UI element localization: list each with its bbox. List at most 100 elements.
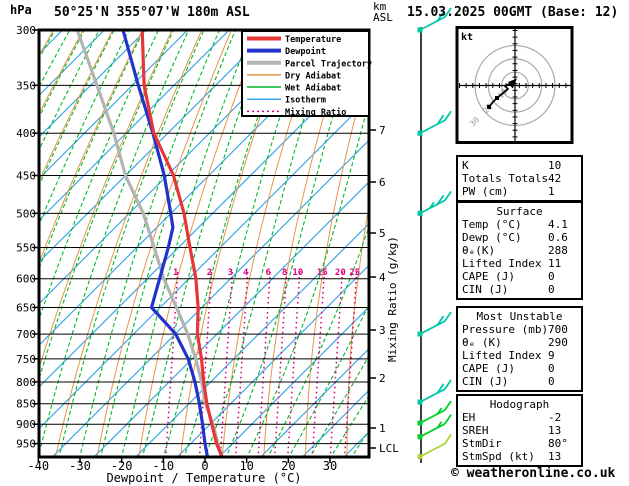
mixing-ratio-label: 3: [228, 268, 233, 278]
pressure-tick-label: 950: [16, 438, 36, 451]
mixing-ratio-axis-label: Mixing Ratio (g/kg): [386, 236, 399, 362]
panel-row-label: EH: [462, 411, 476, 424]
temperature-tick-label: 0: [201, 459, 208, 473]
panel-row: Lifted Index 9: [458, 349, 581, 362]
dry-adiabat-line: [39, 30, 84, 115]
panel-row-label: CAPE (J): [462, 362, 515, 375]
panel-row-value: -2: [548, 411, 562, 424]
panel-row-value: 0: [548, 270, 555, 283]
hodograph-trace-marker: [495, 96, 500, 101]
isotherm-line: [39, 30, 189, 180]
panel-row-label: CIN (J): [462, 283, 509, 296]
x-axis-title: Dewpoint / Temperature (°C): [106, 471, 302, 485]
wind-barb: [417, 434, 452, 460]
isotherm-line: [39, 30, 147, 138]
wind-barb-feather: [444, 190, 452, 201]
panel-row: CAPE (J) 0: [458, 270, 581, 283]
wind-barb-staff: [419, 442, 446, 458]
altitude-unit-km: km: [373, 0, 387, 13]
wet-adiabat-line: [39, 30, 86, 119]
panel-row-value: 288: [548, 244, 568, 257]
mixing-ratio-line: [273, 271, 288, 457]
isotherm-line: [176, 264, 369, 457]
wind-barb-staff: [419, 16, 446, 31]
wind-barb-half-feather: [429, 201, 435, 209]
panel-row: θₑ (K) 290: [458, 336, 581, 349]
pressure-tick-label: 800: [16, 376, 36, 389]
wet-adiabat-line: [39, 30, 190, 457]
temperature-axis: -40 -30 -20 -10 0 10 20 30: [27, 458, 337, 473]
wind-barb-feather: [444, 414, 452, 425]
panel-row: Totals Totals 42: [458, 172, 581, 185]
pressure-tick-label: 500: [16, 207, 36, 220]
panel-row: CIN (J) 0: [458, 283, 581, 296]
km-tick-label: 3: [379, 324, 386, 337]
altitude-axis: 7 6 5 4 3 2 1 LCL: [369, 124, 399, 455]
dry-adiabat-line: [39, 30, 114, 183]
dry-adiabat-line: [138, 30, 262, 457]
wet-adiabat-line: [39, 30, 145, 271]
panel-row: CIN (J) 0: [458, 375, 581, 388]
wind-barb-feather: [436, 383, 445, 394]
mixing-ratio-label: 8: [282, 268, 287, 278]
panel-row: SREH 13: [458, 424, 581, 437]
panel-header: Hodograph: [489, 398, 550, 411]
wet-adiabat-line: [120, 30, 253, 457]
isotherm-line: [218, 306, 369, 457]
legend-item-label: Parcel Trajectory: [285, 58, 372, 69]
temperature-tick-label: 30: [323, 459, 337, 473]
panel-row-label: Dewp (°C): [462, 231, 522, 244]
pressure-tick-label: 300: [16, 24, 36, 37]
pressure-tick-label: 650: [16, 301, 36, 314]
mixing-ratio-line: [234, 271, 249, 457]
wind-barb-feather: [436, 315, 445, 326]
legend-item-label: Temperature: [285, 35, 341, 45]
wind-barb-feather: [436, 114, 445, 125]
wind-barb-half-feather: [436, 421, 443, 429]
wet-adiabat-line: [79, 30, 221, 457]
panel-row-value: 11: [548, 257, 562, 270]
temperature-tick-label: -10: [152, 459, 174, 473]
wind-barb-feather: [444, 400, 452, 411]
panel-row-value: 4.1: [548, 218, 568, 231]
km-tick-label: 1: [379, 422, 386, 435]
wind-barb-feather: [444, 434, 452, 445]
hodograph-unit-label: kt: [461, 32, 473, 43]
panel-row: Pressure (mb) 700: [458, 323, 581, 336]
stats-panel: Most Unstable Pressure (mb) 700 θₑ (K) 290 Li…: [456, 306, 583, 392]
panel-row-value: 42: [548, 172, 562, 185]
mixing-ratio-label: 20: [335, 268, 346, 278]
hodograph: kt102030: [455, 26, 574, 144]
panel-row-label: Lifted Index: [462, 257, 542, 270]
panel-row-label: Pressure (mb): [462, 323, 549, 336]
datetime-label: 15.03.2025 00GMT (Base: 12): [407, 5, 619, 20]
wind-barb-feather: [444, 110, 452, 121]
pressure-tick-label: 400: [16, 127, 36, 140]
temperature-tick-label: 10: [239, 459, 253, 473]
wet-adiabat-line: [58, 30, 205, 457]
panel-header: Surface: [496, 205, 543, 218]
panel-row: K 10: [458, 159, 581, 172]
pressure-unit-label: hPa: [10, 3, 32, 17]
isotherm-line: [51, 139, 369, 457]
pressure-tick-label: 700: [16, 328, 36, 341]
mixing-ratio-label: 2: [207, 268, 212, 278]
legend-item-label: Wet Adiabat: [285, 83, 341, 94]
panel-row-value: 700: [548, 323, 568, 336]
wind-barb-staff: [419, 409, 446, 424]
wind-barb-feather: [436, 11, 445, 22]
km-tick-label: 4: [379, 271, 386, 284]
isotherm-line: [93, 181, 369, 457]
altitude-unit-label: km ASL: [373, 1, 393, 23]
mixing-ratio-line: [311, 271, 326, 457]
dry-adiabat-line: [54, 30, 203, 457]
panel-row-label: CAPE (J): [462, 270, 515, 283]
panel-row-value: 10: [548, 159, 562, 172]
temperature-tick-label: 20: [281, 459, 295, 473]
temperature-tick-label: -40: [27, 459, 49, 473]
dry-adiabat-line: [39, 30, 173, 370]
km-tick-label: 7: [379, 124, 386, 137]
wet-adiabat-line: [267, 225, 369, 457]
mixing-ratio-line: [219, 271, 234, 457]
mixing-ratio-line: [257, 271, 271, 457]
